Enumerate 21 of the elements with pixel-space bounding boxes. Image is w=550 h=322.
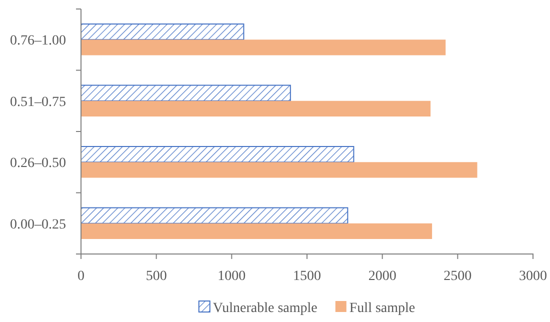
x-tick-label: 1000 bbox=[218, 269, 246, 284]
y-tick-label: 0.00–0.25 bbox=[10, 217, 66, 232]
bar bbox=[81, 162, 478, 178]
y-tick-label: 0.51–0.75 bbox=[10, 94, 66, 110]
legend-label: Full sample bbox=[349, 300, 416, 316]
x-tick-label: 500 bbox=[146, 269, 167, 284]
x-tick-label: 2500 bbox=[444, 269, 472, 284]
y-tick-label: 0.26–0.50 bbox=[10, 156, 66, 172]
y-tick-label: 0.76–1.00 bbox=[10, 34, 66, 49]
bar bbox=[80, 146, 354, 163]
bar bbox=[80, 84, 291, 102]
x-tick-label: 1500 bbox=[293, 269, 321, 284]
x-tick-label: 2000 bbox=[368, 269, 396, 284]
bar bbox=[81, 100, 431, 116]
x-tick-label: 3000 bbox=[519, 269, 547, 284]
legend-label: Vulnerable sample bbox=[212, 300, 318, 316]
bar bbox=[81, 223, 432, 239]
bar bbox=[81, 40, 446, 56]
bar bbox=[80, 24, 244, 40]
x-tick-label: 0 bbox=[78, 269, 84, 284]
bar bbox=[80, 207, 348, 224]
